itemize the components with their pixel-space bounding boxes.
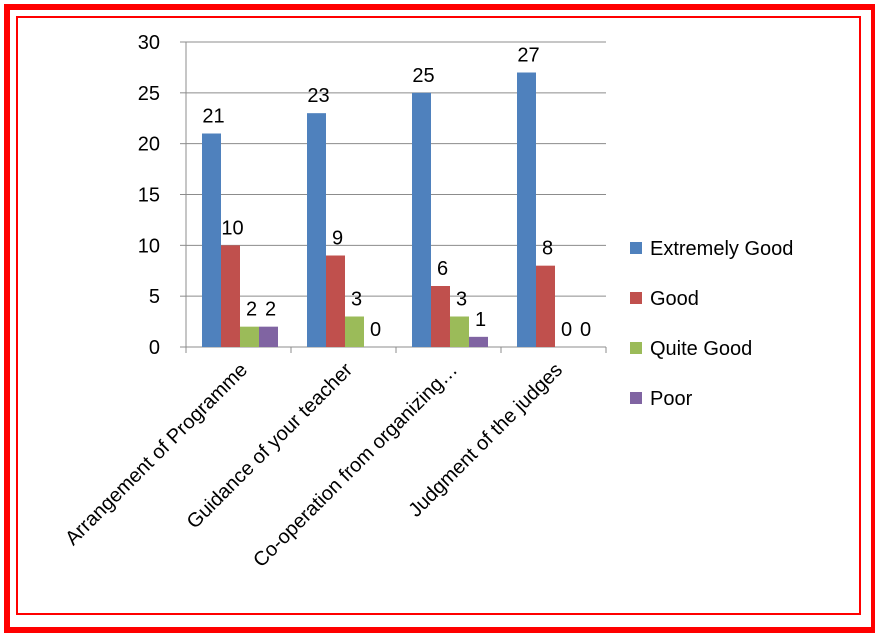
bar [517,72,536,347]
inner-red-border [16,16,861,615]
bar [326,255,345,347]
data-label: 2 [265,299,276,321]
data-label: 6 [437,258,448,280]
legend-swatch [630,292,642,304]
data-label: 1 [475,309,486,331]
legend-label: Quite Good [650,338,752,360]
y-tick-label: 25 [138,83,160,105]
x-category-label: Guidance of your teacher [183,359,358,534]
y-tick-label: 10 [138,235,160,257]
y-tick-label: 0 [149,337,160,359]
data-label: 3 [456,289,467,311]
bar [412,92,431,347]
data-label: 23 [307,85,329,107]
data-label: 0 [580,319,591,341]
bar [450,316,469,347]
outer-red-border [4,4,875,633]
data-label: 27 [517,45,539,67]
data-label: 25 [412,65,434,87]
legend-swatch [630,392,642,404]
legend-label: Poor [650,388,693,410]
bar [536,265,555,347]
data-label: 2 [246,299,257,321]
legend-label: Extremely Good [650,238,793,260]
data-label: 0 [370,319,381,341]
legend-swatch [630,242,642,254]
bars [202,72,555,348]
legend: Extremely Good Good Quite Good Poor [630,238,793,410]
data-label: 3 [351,289,362,311]
data-label: 10 [221,217,243,239]
bar [345,316,364,347]
bar [202,133,221,347]
x-category-label: Co-operation from organizing… [249,359,462,572]
legend-swatch [630,342,642,354]
data-label: 0 [561,319,572,341]
y-tick-label: 5 [149,286,160,308]
data-label: 21 [202,106,224,128]
data-label: 9 [332,228,343,250]
y-tick-label: 20 [138,134,160,156]
x-category-label: Arrangement of Programme [61,359,252,550]
data-label: 8 [542,238,553,260]
bar [259,326,278,347]
bar [469,336,488,347]
legend-label: Good [650,288,699,310]
y-tick-label: 30 [138,32,160,54]
y-axis-tick-labels: 0 5 10 15 20 25 30 [138,32,160,359]
bar [431,286,450,347]
y-tick-label: 15 [138,185,160,207]
bar [307,113,326,348]
bar [240,326,259,347]
bar [221,245,240,347]
